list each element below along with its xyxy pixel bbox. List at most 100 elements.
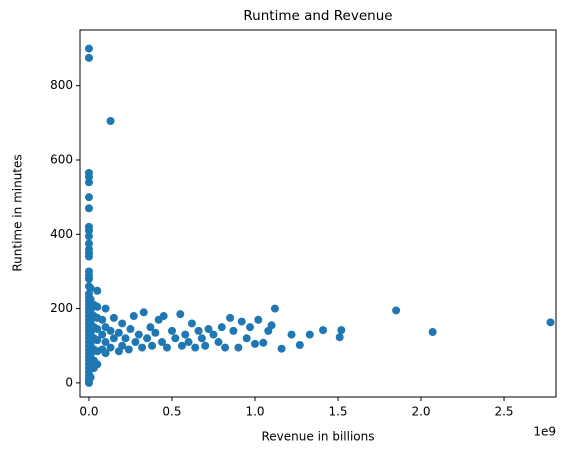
y-axis-label: Runtime in minutes (11, 154, 25, 271)
point (148, 341, 157, 350)
x-tick-label: 1.5 (328, 405, 347, 419)
y-tick-label: 0 (65, 375, 73, 389)
point (138, 343, 147, 352)
x-tick-label: 2.0 (411, 405, 430, 419)
point (84, 44, 93, 53)
point (158, 338, 167, 347)
point (295, 340, 304, 349)
point (84, 239, 93, 248)
point (277, 344, 286, 353)
point (546, 318, 555, 327)
point (305, 330, 314, 339)
x-tick-label: 0.0 (79, 405, 98, 419)
point (187, 319, 196, 328)
x-tick-label: 2.5 (494, 405, 513, 419)
point (209, 330, 218, 339)
point (214, 338, 223, 347)
point (226, 313, 235, 322)
point (86, 373, 95, 382)
point (234, 343, 243, 352)
point (201, 341, 210, 350)
point (121, 334, 130, 343)
point (86, 284, 95, 293)
point (124, 345, 133, 354)
point (84, 232, 93, 241)
point (194, 326, 203, 335)
point (101, 338, 110, 347)
point (246, 323, 255, 332)
point (84, 267, 93, 276)
point (319, 326, 328, 335)
point (84, 53, 93, 62)
point (98, 315, 107, 324)
x-tick-label: 0.5 (162, 405, 181, 419)
point (176, 310, 185, 319)
point (84, 245, 93, 254)
point (84, 222, 93, 231)
point (84, 193, 93, 202)
point (134, 330, 143, 339)
point (131, 338, 140, 347)
x-axis-label: Revenue in billions (262, 430, 375, 444)
point (254, 315, 263, 324)
point (167, 326, 176, 335)
point (221, 343, 230, 352)
point (143, 334, 152, 343)
point (392, 306, 401, 315)
y-tick-label: 800 (50, 78, 73, 92)
y-tick-label: 400 (50, 227, 73, 241)
point (267, 321, 276, 330)
point (337, 326, 346, 335)
point (159, 312, 168, 321)
point (84, 204, 93, 213)
point (114, 328, 123, 337)
point (229, 326, 238, 335)
point (171, 334, 180, 343)
point (106, 117, 115, 126)
point (93, 360, 102, 369)
point (93, 336, 102, 345)
y-tick-label: 200 (50, 301, 73, 315)
x-tick-label: 1.0 (245, 405, 264, 419)
point (242, 334, 251, 343)
point (118, 341, 127, 350)
point (109, 334, 118, 343)
point (287, 330, 296, 339)
x-offset-label: 1e9 (533, 425, 556, 439)
point (237, 317, 246, 326)
point (270, 304, 279, 313)
point (191, 343, 200, 352)
point (250, 339, 259, 348)
plot-frame (79, 29, 557, 398)
point (93, 286, 102, 295)
point (259, 338, 268, 347)
point (101, 304, 110, 313)
point (118, 319, 127, 328)
point (162, 343, 171, 352)
point (84, 178, 93, 187)
point (184, 338, 193, 347)
point (335, 333, 344, 342)
point (177, 341, 186, 350)
point (101, 349, 110, 358)
point (197, 334, 206, 343)
point (93, 302, 102, 311)
point (106, 326, 115, 335)
point (139, 308, 148, 317)
point (181, 330, 190, 339)
y-tick-label: 600 (50, 153, 73, 167)
point (106, 343, 115, 352)
point (204, 325, 213, 334)
point (98, 330, 107, 339)
point (217, 323, 226, 332)
point (109, 313, 118, 322)
point (93, 325, 102, 334)
point (129, 312, 138, 321)
point (428, 327, 437, 336)
point (151, 328, 160, 337)
point (84, 169, 93, 178)
point (126, 325, 135, 334)
chart-title: Runtime and Revenue (243, 8, 392, 24)
point (146, 323, 155, 332)
